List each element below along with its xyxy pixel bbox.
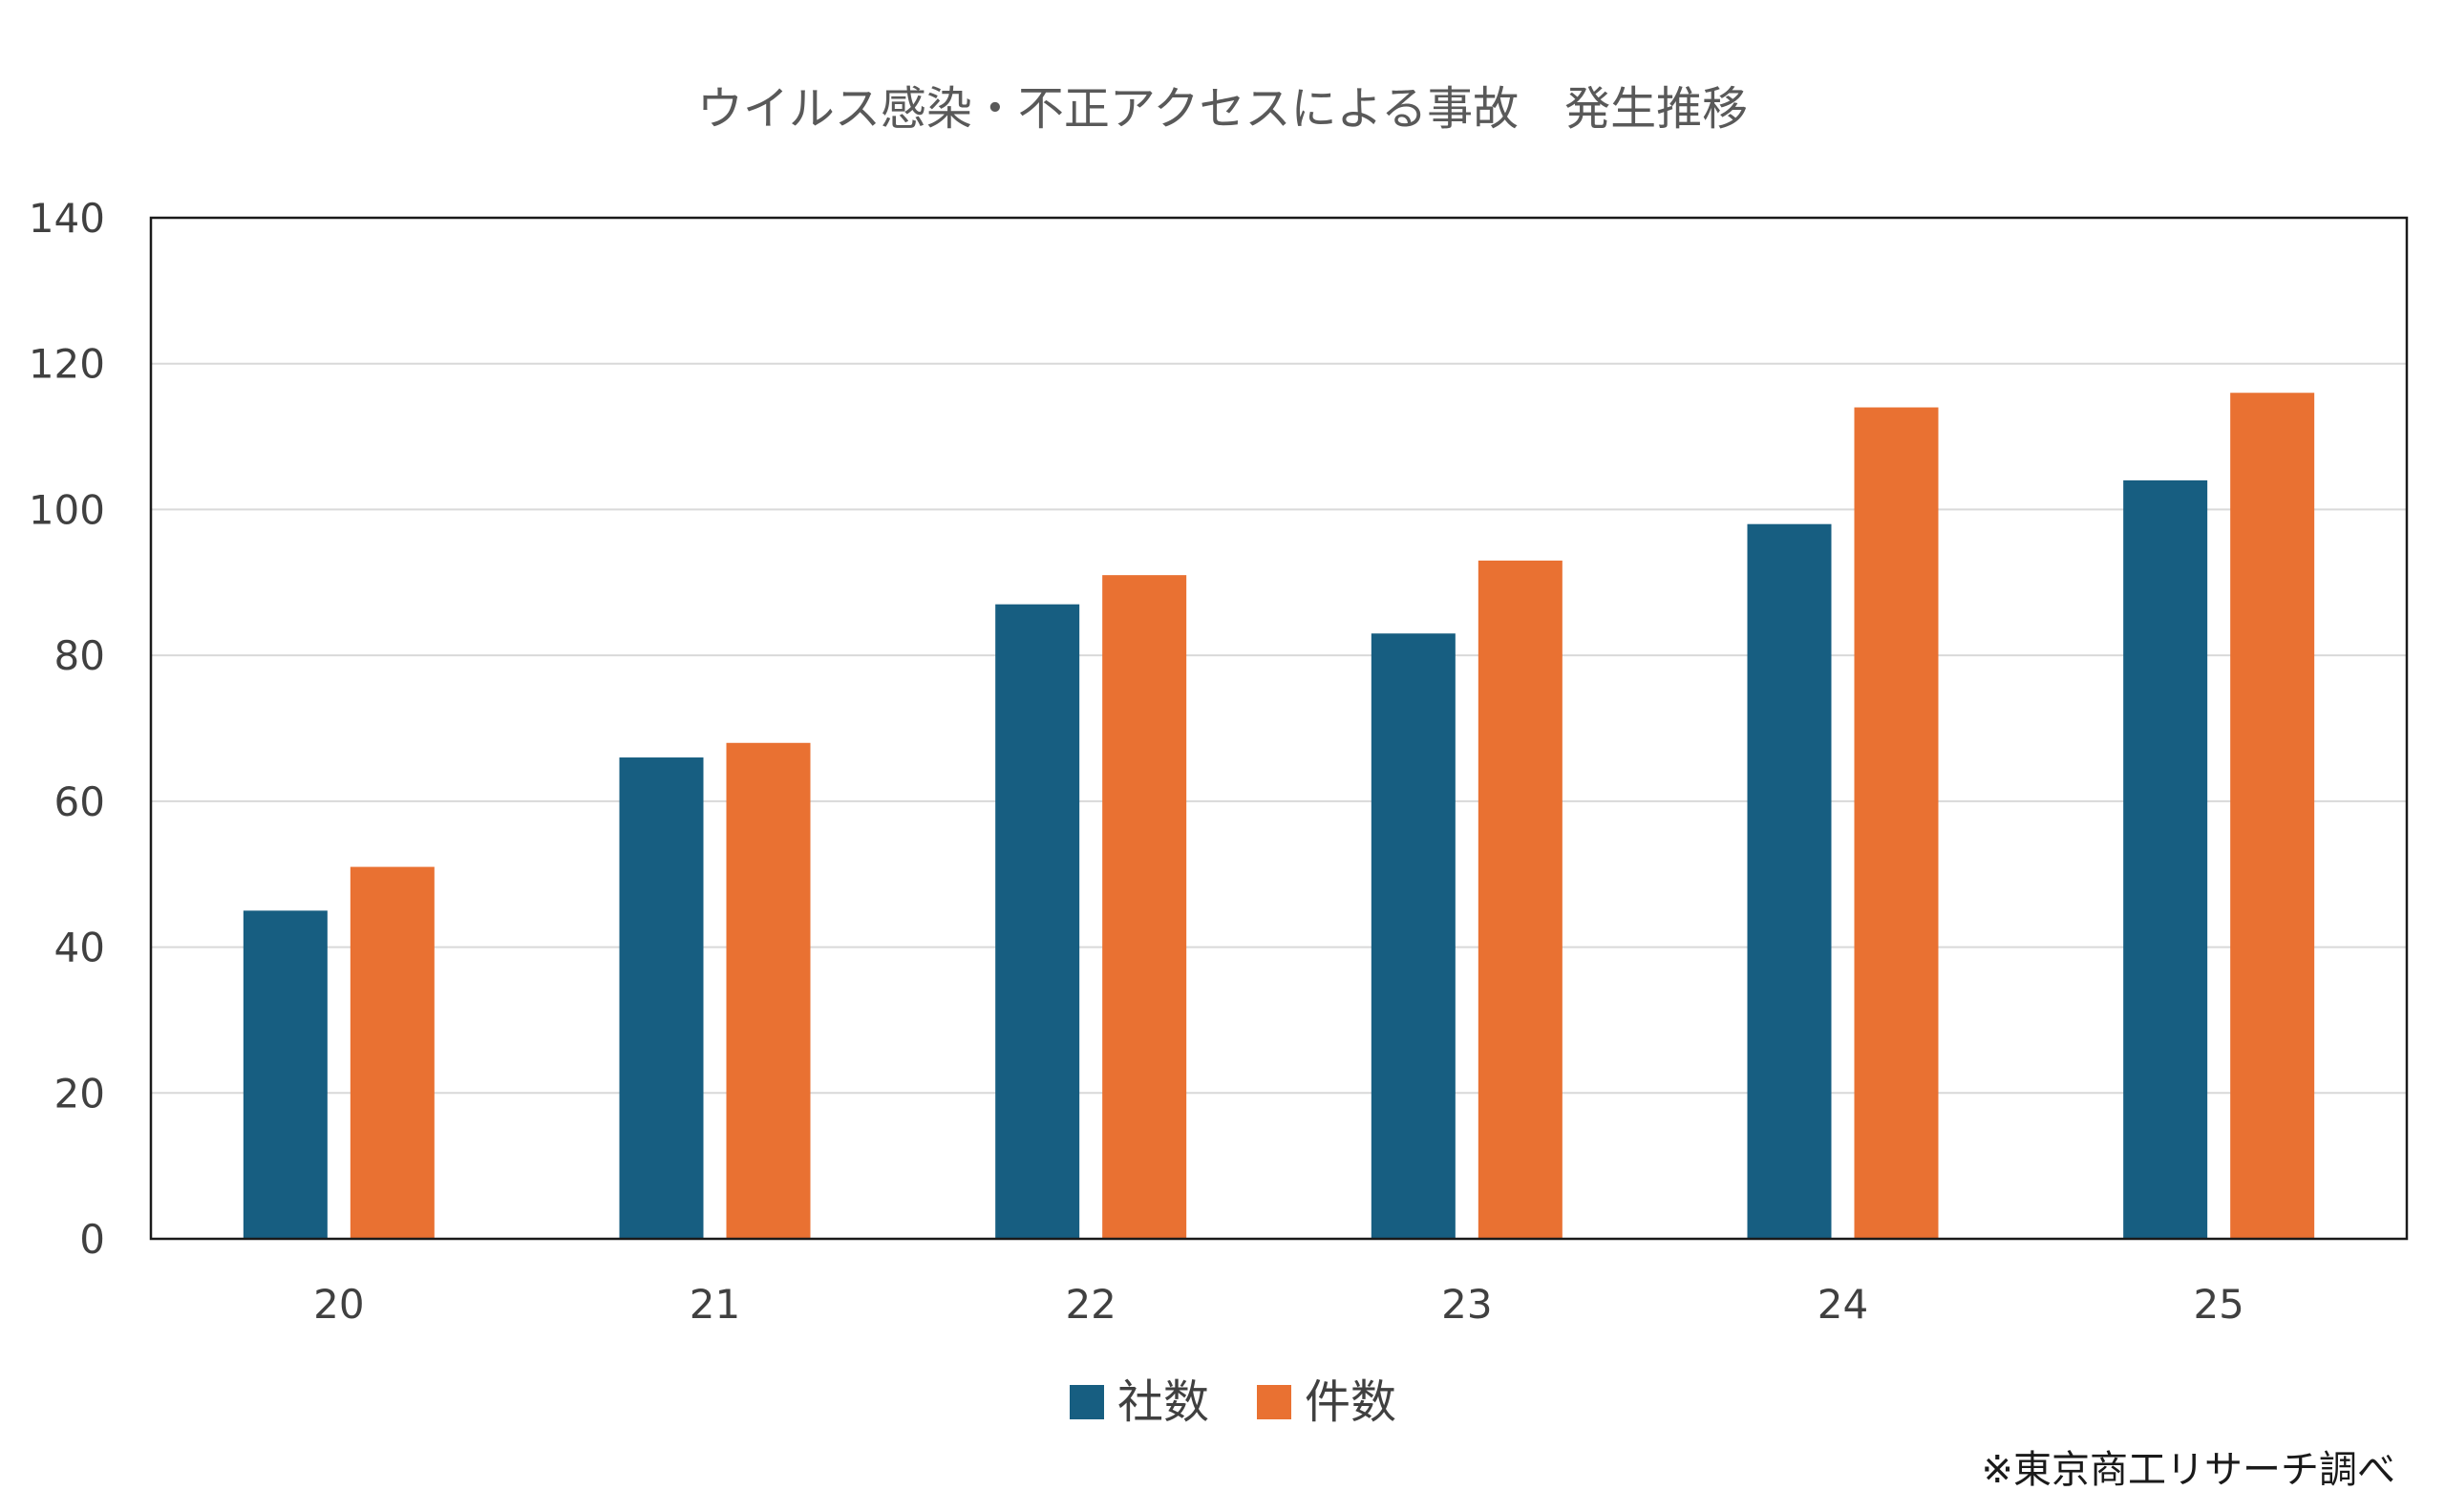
bar-series2 <box>1854 407 1939 1239</box>
y-tick-label: 140 <box>29 195 105 242</box>
y-tick-label: 120 <box>29 341 105 388</box>
bars <box>243 393 2315 1239</box>
x-tick-label: 21 <box>690 1281 740 1328</box>
y-tick-label: 0 <box>79 1216 105 1263</box>
plot-frame <box>149 216 2409 1241</box>
gridlines <box>151 217 2407 1240</box>
x-tick-label: 25 <box>2193 1281 2243 1328</box>
bar-series2 <box>1102 575 1187 1239</box>
legend-swatch <box>1070 1385 1104 1419</box>
bar-series2 <box>726 742 811 1239</box>
bar-series1 <box>243 910 328 1239</box>
legend: 社数 件数 <box>1070 1375 1396 1429</box>
legend-label: 件数 <box>1305 1375 1396 1429</box>
bar-series1 <box>619 757 704 1239</box>
legend-swatch <box>1257 1385 1291 1419</box>
y-tick-label: 60 <box>54 778 105 825</box>
bar-series1 <box>2123 479 2208 1239</box>
bar-series2 <box>1478 560 1563 1239</box>
bar-series2 <box>350 866 435 1239</box>
x-axis-ticks: 20 21 22 23 24 25 <box>313 1281 2244 1328</box>
y-tick-label: 100 <box>29 486 105 533</box>
source-note: ※東京商工リサーチ調べ <box>1981 1448 2395 1492</box>
bar-series1 <box>1747 523 1832 1239</box>
x-tick-label: 22 <box>1065 1281 1116 1328</box>
y-axis-ticks: 0 20 40 60 80 100 120 140 <box>29 195 105 1263</box>
x-tick-label: 24 <box>1818 1281 1868 1328</box>
y-tick-label: 40 <box>54 925 105 971</box>
bar-series1 <box>995 604 1080 1239</box>
y-tick-label: 80 <box>54 632 105 679</box>
chart-title: ウイルス感染・不正アクセスによる事故 発生推移 <box>697 82 1748 136</box>
x-tick-label: 20 <box>313 1281 364 1328</box>
bar-series1 <box>1371 633 1456 1239</box>
bar-series2 <box>2230 393 2315 1239</box>
y-tick-label: 20 <box>54 1070 105 1117</box>
legend-label: 社数 <box>1117 1375 1209 1429</box>
x-tick-label: 23 <box>1441 1281 1492 1328</box>
